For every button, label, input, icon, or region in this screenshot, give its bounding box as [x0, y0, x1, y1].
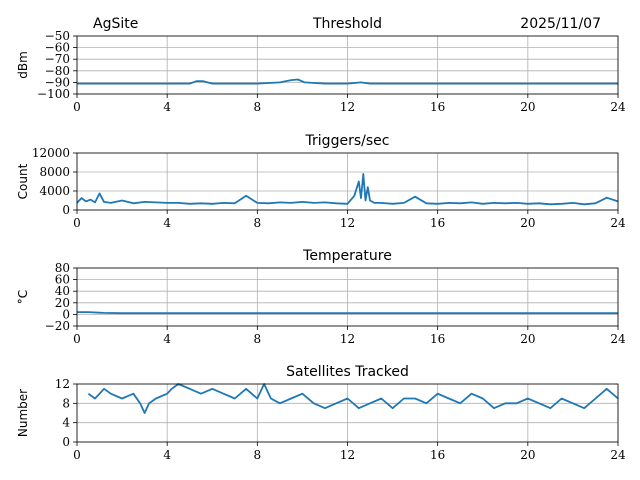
chart-panel-0: 0 4 8 12 16 20 24 −100−90−80−70−60−50 Threshold d… — [16, 16, 626, 114]
y-tick-label: −80 — [45, 64, 70, 78]
y-axis-label: °C — [16, 290, 30, 304]
x-tick-label: 20 — [520, 216, 535, 230]
y-tick-label: 8000 — [39, 165, 70, 179]
y-tick-label: 4000 — [39, 184, 70, 198]
data-series-line — [76, 172, 619, 206]
y-tick-label: −70 — [45, 52, 70, 66]
data-series-line — [87, 383, 619, 414]
y-tick-label: 20 — [55, 296, 70, 310]
x-tick-label: 4 — [163, 216, 171, 230]
x-tick-label: 16 — [430, 332, 445, 346]
x-tick-label: 4 — [163, 100, 171, 114]
x-tick-label: 24 — [610, 332, 626, 346]
chart-panel-1: 0 4 8 12 16 20 24 0 4000 8000 12000 Triggers/sec Cou… — [16, 133, 626, 230]
x-tick-label: 16 — [430, 448, 445, 462]
x-tick-label: 8 — [254, 448, 262, 462]
x-tick-label: 12 — [340, 332, 355, 346]
x-tick-label: 8 — [254, 332, 262, 346]
y-tick-label: 0 — [62, 307, 70, 321]
chart-panels: 0 4 8 12 16 20 24 −100−90−80−70−60−50 Threshold d… — [16, 16, 626, 462]
chart-title: Triggers/sec — [305, 133, 390, 149]
y-tick-label: −100 — [37, 87, 70, 101]
y-tick-label: 0 — [62, 203, 70, 217]
x-tick-label: 4 — [163, 448, 171, 462]
y-tick-label: −20 — [45, 319, 70, 333]
y-axis-label: Count — [16, 163, 30, 199]
x-tick-label: 0 — [73, 100, 81, 114]
y-tick-label: 80 — [55, 261, 70, 275]
x-tick-label: 20 — [520, 100, 535, 114]
y-tick-label: 8 — [62, 396, 70, 410]
x-tick-label: 0 — [73, 448, 81, 462]
data-series-line — [77, 78, 618, 85]
x-tick-label: 20 — [520, 448, 535, 462]
x-tick-label: 12 — [340, 216, 355, 230]
y-tick-label: 0 — [62, 435, 70, 449]
x-tick-label: 4 — [163, 332, 171, 346]
chart-panel-3: 0 4 8 12 16 20 24 0 4 8 12 Satellites Tracked Number — [16, 364, 626, 462]
y-axis-label: Number — [16, 389, 30, 437]
y-tick-label: 40 — [55, 284, 70, 298]
x-tick-label: 12 — [340, 448, 355, 462]
x-tick-label: 8 — [254, 216, 262, 230]
x-tick-label: 20 — [520, 332, 535, 346]
chart-title: Temperature — [302, 248, 392, 264]
y-tick-label: −90 — [45, 75, 70, 89]
x-tick-label: 16 — [430, 100, 445, 114]
x-tick-label: 24 — [610, 216, 626, 230]
x-tick-label: 16 — [430, 216, 445, 230]
y-tick-label: −50 — [45, 29, 70, 43]
site-label: AgSite — [93, 16, 138, 32]
y-tick-label: 12000 — [32, 146, 70, 160]
x-tick-label: 24 — [610, 100, 626, 114]
y-tick-label: 12 — [55, 377, 70, 391]
x-tick-label: 0 — [73, 216, 81, 230]
chart-title: Satellites Tracked — [286, 364, 409, 380]
y-tick-label: 60 — [55, 273, 70, 287]
y-tick-label: 4 — [62, 416, 70, 430]
x-tick-label: 24 — [610, 448, 626, 462]
y-tick-label: −60 — [45, 41, 70, 55]
y-axis-label: dBm — [16, 51, 30, 79]
date-label: 2025/11/07 — [520, 16, 601, 32]
x-tick-label: 12 — [340, 100, 355, 114]
x-tick-label: 0 — [73, 332, 81, 346]
data-series-line — [77, 311, 618, 315]
chart-title: Threshold — [312, 16, 382, 32]
x-tick-label: 8 — [254, 100, 262, 114]
